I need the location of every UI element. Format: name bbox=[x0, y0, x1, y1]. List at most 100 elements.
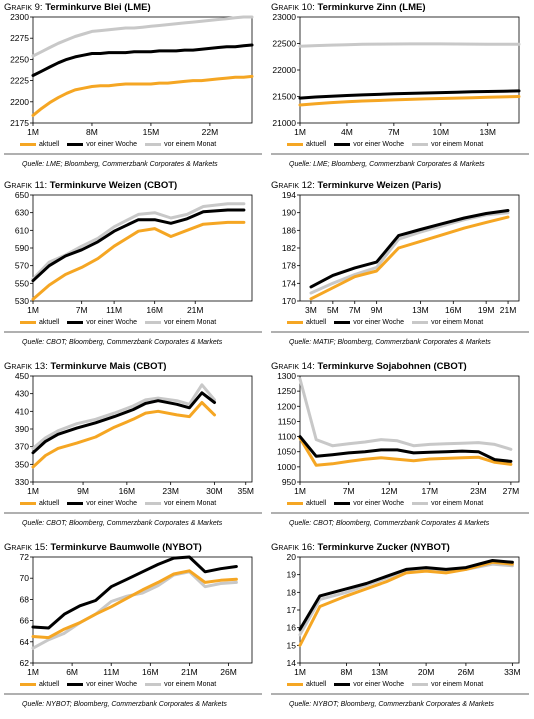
legend-item: aktuell bbox=[20, 500, 59, 507]
y-tick-label: 14 bbox=[287, 658, 297, 668]
legend-item: aktuell bbox=[20, 141, 59, 148]
legend-label: vor einer Woche bbox=[86, 681, 138, 688]
series-line-vor-einem-monat bbox=[298, 42, 521, 48]
chart-title: Grafik 13: Terminkurve Mais (CBOT) bbox=[4, 361, 166, 372]
x-tick-label: 16M bbox=[445, 305, 462, 315]
source-note: Quelle: LME; Bloomberg, Commerzbank Corp… bbox=[22, 161, 218, 168]
y-tick-label: 18 bbox=[287, 587, 297, 597]
series-line-aktuell bbox=[31, 401, 216, 469]
legend-swatch bbox=[145, 321, 162, 324]
chart-title-text: Terminkurve Baumwolle (NYBOT) bbox=[50, 542, 202, 553]
chart-legend: aktuell vor einer Woche vor einem Monat bbox=[287, 500, 491, 507]
chart-title-text: Terminkurve Blei (LME) bbox=[45, 2, 151, 13]
y-tick-label: 2225 bbox=[10, 76, 29, 86]
series-line-vor-einem-monat bbox=[31, 202, 246, 281]
legend-label: vor einer Woche bbox=[353, 319, 405, 326]
legend-label: vor einer Woche bbox=[353, 500, 405, 507]
source-note: Quelle: CBOT; Bloomberg, Commerzbank Cor… bbox=[22, 520, 223, 527]
series-line-vor-einem-monat bbox=[309, 211, 510, 295]
x-tick-label: 12M bbox=[381, 486, 398, 496]
x-tick-label: 17M bbox=[422, 486, 439, 496]
chart-legend: aktuell vor einer Woche vor einem Monat bbox=[287, 141, 491, 148]
x-tick-label: 5M bbox=[327, 305, 339, 315]
series-line-aktuell bbox=[298, 95, 521, 107]
chart-label: Grafik 9: bbox=[4, 2, 43, 13]
divider bbox=[271, 331, 529, 333]
series-line-vor-einer-woche bbox=[31, 208, 246, 283]
legend-item: vor einer Woche bbox=[67, 681, 137, 688]
y-tick-label: 530 bbox=[15, 296, 29, 306]
x-tick-label: 8M bbox=[341, 667, 353, 677]
legend-label: vor einer Woche bbox=[353, 141, 405, 148]
legend-swatch bbox=[67, 143, 84, 146]
series-line-aktuell bbox=[309, 215, 510, 301]
y-tick-label: 570 bbox=[15, 261, 29, 271]
legend-item: vor einer Woche bbox=[334, 681, 404, 688]
y-tick-label: 182 bbox=[282, 243, 296, 253]
legend-label: aktuell bbox=[39, 681, 60, 688]
legend-item: vor einem Monat bbox=[145, 681, 216, 688]
x-tick-label: 23M bbox=[470, 486, 487, 496]
legend-item: vor einem Monat bbox=[412, 319, 483, 326]
y-tick-label: 2175 bbox=[10, 118, 29, 128]
x-tick-label: 3M bbox=[305, 305, 317, 315]
series-line-aktuell bbox=[298, 560, 514, 647]
x-tick-label: 4M bbox=[341, 127, 353, 137]
series-line-vor-einer-woche bbox=[31, 391, 216, 455]
legend-swatch bbox=[145, 502, 162, 505]
chart-title: Grafik 11: Terminkurve Weizen (CBOT) bbox=[4, 180, 177, 191]
legend-item: vor einer Woche bbox=[334, 319, 404, 326]
legend-label: vor einem Monat bbox=[164, 141, 217, 148]
series-line-vor-einem-monat bbox=[298, 562, 514, 637]
x-tick-label: 27M bbox=[503, 486, 520, 496]
legend-swatch bbox=[20, 321, 36, 324]
chart-panel-16: Grafik 16: Terminkurve Zucker (NYBOT) 14 1… bbox=[267, 540, 534, 718]
legend-label: vor einer Woche bbox=[353, 681, 405, 688]
legend-label: aktuell bbox=[306, 500, 327, 507]
series-line-vor-einem-monat bbox=[298, 377, 513, 451]
x-tick-label: 13M bbox=[479, 127, 496, 137]
legend-swatch bbox=[412, 502, 429, 505]
legend-label: aktuell bbox=[39, 141, 60, 148]
y-tick-label: 2200 bbox=[10, 97, 29, 107]
x-tick-label: 7M bbox=[76, 305, 88, 315]
legend-label: aktuell bbox=[39, 319, 60, 326]
x-tick-label: 1M bbox=[294, 127, 306, 137]
legend-swatch bbox=[412, 143, 429, 146]
legend-swatch bbox=[412, 321, 429, 324]
y-tick-label: 194 bbox=[282, 190, 296, 200]
legend-item: vor einer Woche bbox=[67, 319, 137, 326]
x-tick-label: 30M bbox=[206, 486, 223, 496]
y-tick-label: 1000 bbox=[277, 462, 296, 472]
x-tick-label: 1M bbox=[27, 305, 39, 315]
series-line-vor-einer-woche bbox=[309, 209, 510, 289]
x-tick-label: 10M bbox=[433, 127, 450, 137]
chart-legend: aktuell vor einer Woche vor einem Monat bbox=[20, 681, 224, 688]
x-tick-label: 16M bbox=[142, 667, 159, 677]
chart-label: Grafik 12: bbox=[271, 180, 315, 191]
plot-area bbox=[32, 16, 253, 124]
chart-label: Grafik 16: bbox=[271, 542, 315, 553]
chart-legend: aktuell vor einer Woche vor einem Monat bbox=[20, 141, 224, 148]
y-tick-label: 610 bbox=[15, 225, 29, 235]
series-line-aktuell bbox=[31, 569, 238, 640]
legend-swatch bbox=[20, 683, 36, 686]
legend-label: vor einem Monat bbox=[431, 500, 484, 507]
x-tick-label: 1M bbox=[294, 486, 306, 496]
x-tick-label: 21M bbox=[187, 305, 204, 315]
chart-panel-13: Grafik 13: Terminkurve Mais (CBOT) 330 350… bbox=[0, 359, 267, 537]
legend-item: vor einer Woche bbox=[67, 500, 137, 507]
y-tick-label: 1250 bbox=[277, 386, 296, 396]
x-tick-label: 1M bbox=[294, 667, 306, 677]
legend-swatch bbox=[67, 683, 84, 686]
series-line-vor-einem-monat bbox=[31, 15, 254, 58]
chart-label: Grafik 11: bbox=[4, 180, 48, 191]
legend-label: aktuell bbox=[306, 141, 327, 148]
x-tick-label: 22M bbox=[202, 127, 219, 137]
chart-panel-11: Grafik 11: Terminkurve Weizen (CBOT) 530 5… bbox=[0, 178, 267, 356]
y-tick-label: 630 bbox=[15, 208, 29, 218]
legend-item: aktuell bbox=[287, 681, 326, 688]
x-tick-label: 16M bbox=[119, 486, 136, 496]
y-tick-label: 178 bbox=[282, 261, 296, 271]
divider bbox=[271, 153, 529, 155]
